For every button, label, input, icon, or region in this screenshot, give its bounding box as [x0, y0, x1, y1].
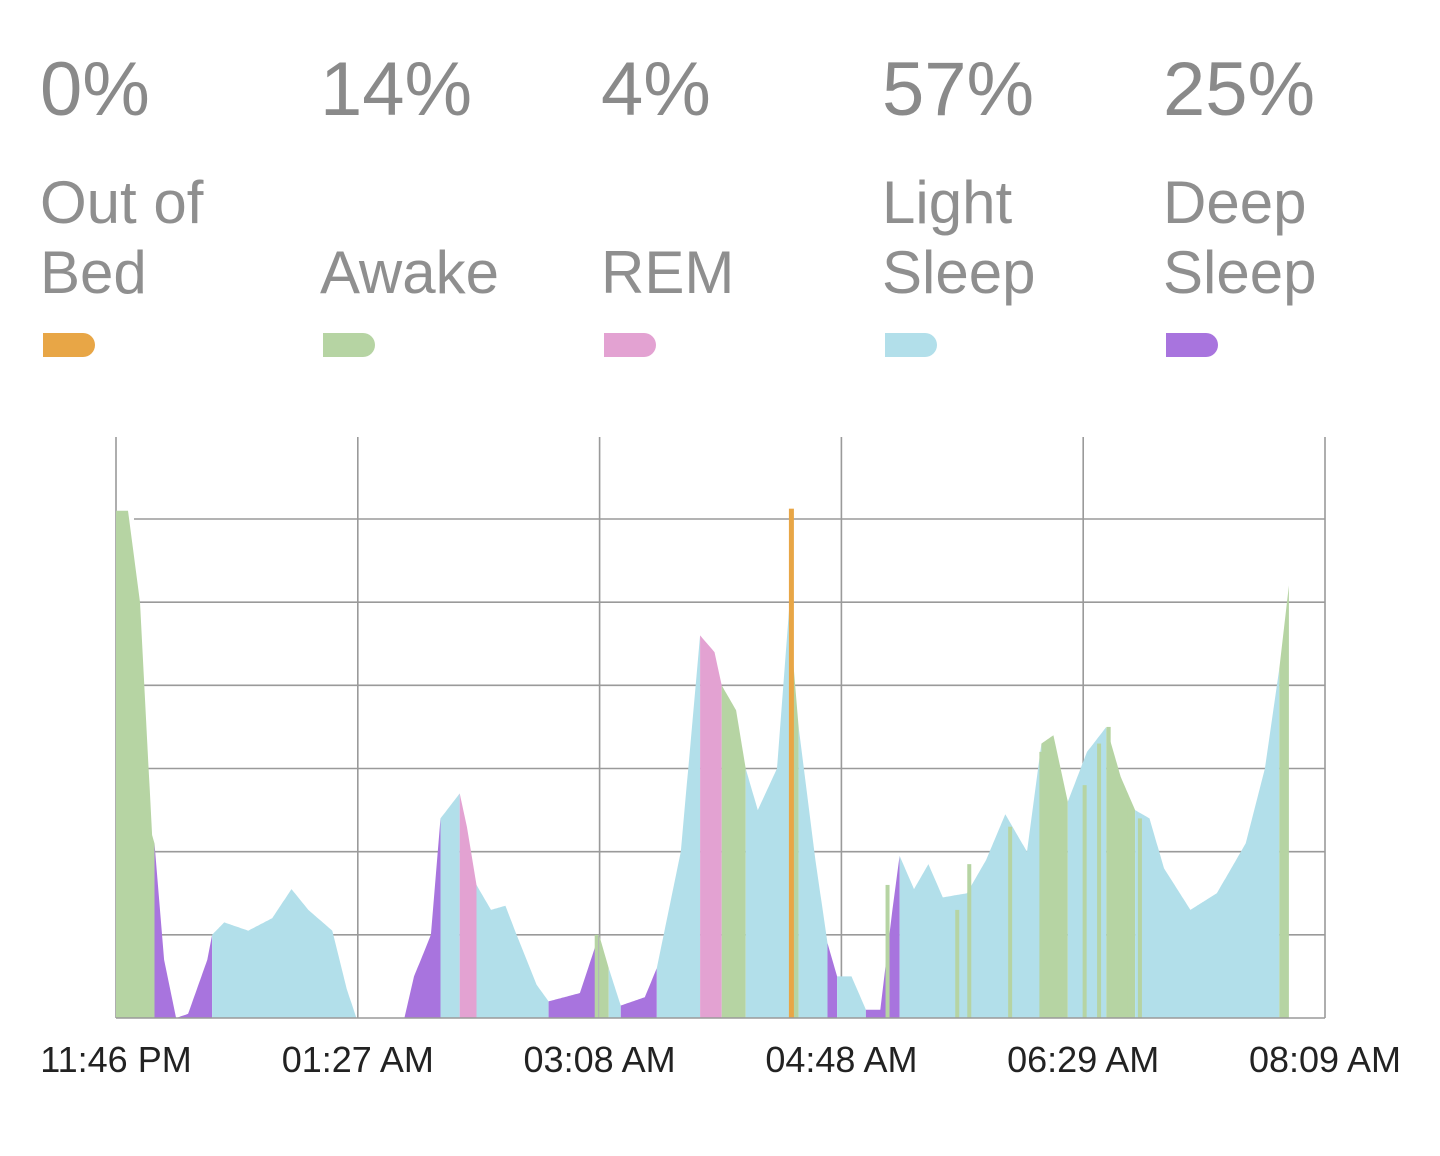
legend-swatch	[1166, 333, 1218, 357]
stage-area-awake	[1106, 726, 1136, 1018]
chart-out-of-bed-events	[788, 508, 794, 1018]
stage-area-light	[656, 635, 701, 1018]
x-tick-label: 03:08 AM	[524, 1039, 676, 1080]
stage-area-light	[745, 610, 789, 1018]
stage-area-deep	[548, 934, 600, 1018]
stage-area-awake	[1041, 735, 1068, 1018]
awake-spike	[1039, 751, 1044, 1018]
legend-label: REM	[601, 239, 735, 306]
x-tick-label: 04:48 AM	[765, 1039, 917, 1080]
awake-spike	[885, 884, 890, 1018]
awake-spike	[967, 864, 972, 1018]
legend-label: Out of Bed	[40, 169, 204, 306]
legend-item-awake: 14% Awake	[320, 0, 580, 400]
stage-area-light	[608, 968, 621, 1018]
stage-area-light	[440, 793, 460, 1018]
awake-spike	[955, 909, 960, 1018]
legend-swatch	[43, 333, 95, 357]
legend-percent: 4%	[601, 47, 711, 132]
stage-area-awake	[1279, 585, 1289, 1018]
legend-item-light-sleep: 57% Light Sleep	[882, 0, 1142, 400]
legend-item-deep-sleep: 25% Deep Sleep	[1163, 0, 1423, 400]
stage-area-awake	[721, 685, 746, 1018]
awake-spike	[1106, 726, 1111, 1018]
awake-spike	[1082, 785, 1087, 1018]
chart-awake-spikes	[594, 726, 1142, 1018]
legend-swatch	[604, 333, 656, 357]
awake-spike	[1008, 826, 1013, 1018]
stage-area-rem	[700, 635, 722, 1018]
legend-label: Awake	[320, 239, 500, 306]
awake-spike	[594, 934, 599, 1018]
stage-area-deep	[356, 818, 441, 1018]
legend-label: Light Sleep	[882, 169, 1036, 306]
legend: 0% Out of Bed 14% Awake 4% REM 57% Light…	[0, 0, 1440, 400]
stage-area-deep	[620, 968, 657, 1018]
awake-spike	[1123, 793, 1128, 1018]
stage-area-deep	[827, 943, 838, 1018]
legend-percent: 25%	[1163, 47, 1316, 132]
stage-area-light	[899, 743, 1042, 1018]
chart-grid	[115, 437, 1326, 1018]
stage-area-light	[1067, 726, 1107, 1018]
legend-swatch	[885, 333, 937, 357]
awake-spike	[1137, 818, 1142, 1018]
legend-percent: 0%	[40, 47, 150, 132]
stage-area-light	[476, 884, 549, 1018]
legend-label: Deep Sleep	[1163, 169, 1317, 306]
sleep-stage-chart: 11:46 PM 01:27 AM 03:08 AM 04:48 AM 06:29 AM…	[40, 437, 1401, 1080]
x-tick-label: 11:46 PM	[40, 1039, 191, 1080]
x-tick-label: 01:27 AM	[282, 1039, 434, 1080]
awake-spike	[1048, 760, 1053, 1018]
stage-area-light	[798, 726, 828, 1018]
legend-swatch	[323, 333, 375, 357]
stage-area-light	[837, 976, 866, 1018]
awake-spike	[1097, 743, 1102, 1018]
chart-areas	[116, 510, 1289, 1018]
legend-item-out-of-bed: 0% Out of Bed	[40, 0, 300, 400]
stage-area-deep	[154, 843, 213, 1018]
stage-area-light	[1135, 668, 1280, 1018]
x-tick-label: 06:29 AM	[1007, 1039, 1159, 1080]
x-tick-label: 08:09 AM	[1249, 1039, 1401, 1080]
legend-percent: 57%	[882, 47, 1035, 132]
stage-area-light	[212, 889, 357, 1018]
legend-percent: 14%	[320, 47, 473, 132]
stage-area-deep	[865, 855, 900, 1018]
chart-x-axis: 11:46 PM 01:27 AM 03:08 AM 04:48 AM 06:29 AM…	[40, 1017, 1401, 1080]
legend-item-rem: 4% REM	[601, 0, 861, 400]
stage-area-awake	[116, 510, 155, 1018]
stage-area-rem	[459, 793, 477, 1018]
out-of-bed-marker	[788, 508, 794, 1018]
stage-area-awake	[599, 934, 609, 1018]
